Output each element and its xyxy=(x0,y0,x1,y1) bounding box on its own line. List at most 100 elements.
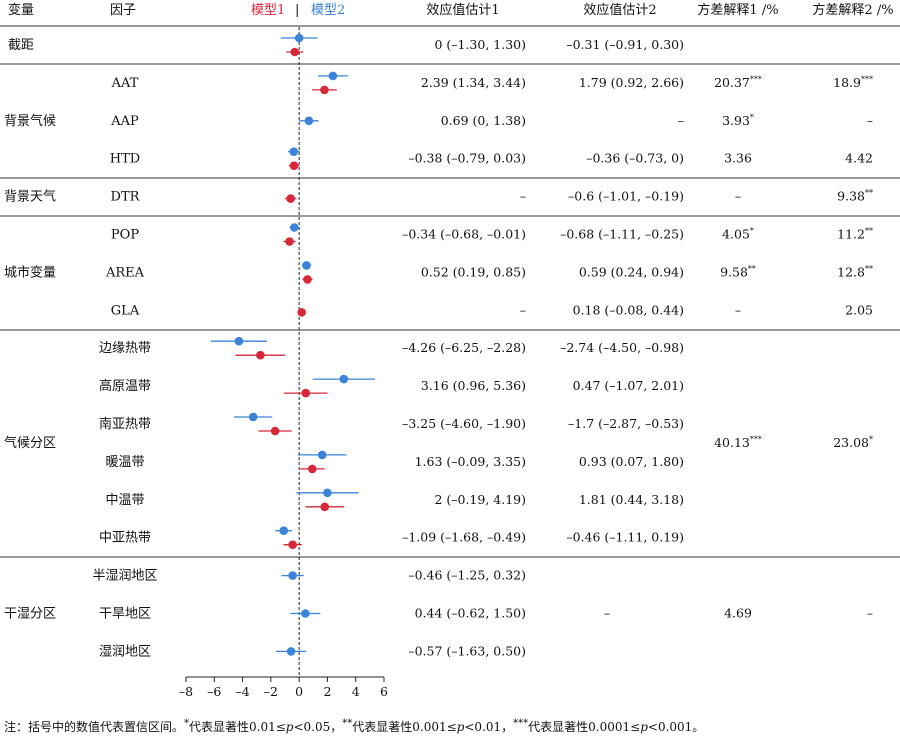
variance2-cell: 4.42 xyxy=(845,151,873,166)
factor-label: 南亚热带 xyxy=(99,416,151,432)
model2-point-estimate xyxy=(279,526,289,535)
factor-label-value: 湿润地区 xyxy=(99,644,151,659)
variance2-cell-significance: ** xyxy=(865,227,873,236)
estimate1-cell: 0.52 (0.19, 0.85) xyxy=(421,264,526,279)
variance1-cell: 3.93* xyxy=(722,113,754,128)
factor-label: 边缘热带 xyxy=(99,341,151,356)
footnote-prefix: 注：括号中的数值代表置信区间。 xyxy=(4,720,185,734)
footnote-text1a: 代表显著性0.01≤ xyxy=(189,720,286,734)
footnote-sig3: *** xyxy=(513,718,529,729)
model2-point-estimate xyxy=(234,336,244,346)
group-label: 干湿分区 xyxy=(4,607,56,622)
footnote-sig2: ** xyxy=(342,718,353,729)
estimate-table: 截距 0 (–1.30, 1.30) –0.31 (–0.91, 0.30) AAT 2… xyxy=(4,37,873,659)
variance2-cell-value: 11.2 xyxy=(837,227,865,242)
group-variance1-cell-value: 40.13 xyxy=(714,435,750,450)
estimate1-cell-value: –4.26 (–6.25, –2.28) xyxy=(402,340,526,355)
footnote: 注：括号中的数值代表置信区间。*代表显著性0.01≤p<0.05，**代表显著性… xyxy=(4,718,704,735)
variance1-cell-value: 9.58 xyxy=(720,264,748,279)
factor-label-value: 中温带 xyxy=(105,493,144,508)
x-tick-label: –6 xyxy=(207,684,221,699)
estimate1-cell: 1.63 (–0.09, 3.35) xyxy=(415,454,526,469)
header-variance2: 方差解释2 /% xyxy=(812,2,893,18)
forest-plot-area xyxy=(210,27,375,676)
variance1-cell-significance: ** xyxy=(748,264,756,273)
variance1-cell: 3.36 xyxy=(724,151,752,166)
estimate1-cell: 0 (–1.30, 1.30) xyxy=(434,37,526,52)
footnote-text3b: <0.001。 xyxy=(647,720,705,734)
estimate2-cell-value: –0.46 (–1.11, 0.19) xyxy=(566,530,684,545)
factor-label: GLA xyxy=(111,303,140,318)
group-estimate2-cell: – xyxy=(604,606,610,621)
x-tick-label: 2 xyxy=(323,684,331,699)
factor-label-value: 高原温带 xyxy=(99,378,151,394)
estimate1-cell-value: –3.25 (–4.60, –1.90) xyxy=(402,416,526,431)
header-variance1: 方差解释1 /% xyxy=(697,2,778,18)
estimate1-cell: 2.39 (1.34, 3.44) xyxy=(421,75,526,90)
estimate2-cell-value: – xyxy=(678,113,684,128)
variance1-cell-significance: *** xyxy=(750,75,762,84)
factor-label-value: 南亚热带 xyxy=(99,416,151,432)
estimate1-cell-value: – xyxy=(520,302,526,317)
variance1-cell-value: 3.93 xyxy=(722,113,750,128)
variance2-cell-significance: ** xyxy=(865,189,873,198)
variance1-cell-value: – xyxy=(735,189,741,204)
factor-label: DTR xyxy=(111,190,141,205)
model2-point-estimate xyxy=(289,147,299,156)
x-tick-label: –2 xyxy=(264,684,278,699)
footnote-p1: p xyxy=(285,720,294,734)
estimate1-cell-value: 1.63 (–0.09, 3.35) xyxy=(415,454,526,469)
model1-point-estimate xyxy=(288,540,297,549)
factor-label-value: HTD xyxy=(110,152,140,167)
factor-label-value: 截距 xyxy=(8,38,34,53)
estimate1-cell-value: – xyxy=(520,189,526,204)
estimate2-cell-value: 1.81 (0.44, 3.18) xyxy=(579,492,684,507)
variance2-cell: 9.38** xyxy=(837,189,873,204)
estimate1-cell-value: 0 (–1.30, 1.30) xyxy=(434,37,526,52)
x-tick-label: –4 xyxy=(235,684,249,699)
factor-label: AAT xyxy=(111,76,139,91)
factor-label-value: 中亚热带 xyxy=(99,531,151,546)
factor-label: 半湿润地区 xyxy=(92,569,157,584)
estimate2-cell: 0.18 (–0.08, 0.44) xyxy=(573,302,684,317)
x-axis: –8 –6 –4 –2 0 2 4 6 xyxy=(179,676,388,699)
model2-point-estimate xyxy=(323,488,332,498)
estimate2-cell-value: –0.36 (–0.73, 0) xyxy=(586,151,684,166)
estimate2-cell: 0.59 (0.24, 0.94) xyxy=(579,264,684,279)
estimate1-cell-value: 0.69 (0, 1.38) xyxy=(441,113,526,128)
estimate2-cell-value: 0.59 (0.24, 0.94) xyxy=(579,264,684,279)
factor-label: AAP xyxy=(110,114,139,129)
variance1-cell: – xyxy=(735,302,741,317)
estimate2-cell: –0.46 (–1.11, 0.19) xyxy=(566,530,684,545)
estimate1-cell-value: 2.39 (1.34, 3.44) xyxy=(421,75,526,90)
group-label: 背景天气 xyxy=(4,189,56,205)
estimate1-cell: 2 (–0.19, 4.19) xyxy=(434,492,526,507)
variance1-cell: 4.05* xyxy=(722,227,754,242)
variance2-cell-value: – xyxy=(867,113,873,128)
estimate1-cell: 0.69 (0, 1.38) xyxy=(441,113,526,128)
estimate1-cell-value: 0.44 (–0.62, 1.50) xyxy=(415,606,526,621)
estimate1-cell: –1.09 (–1.68, –0.49) xyxy=(402,530,526,545)
variance2-cell: 12.8** xyxy=(837,264,873,279)
variance2-cell-value: 9.38 xyxy=(837,189,865,204)
footnote-p2: p xyxy=(456,720,465,734)
variance1-cell-significance: * xyxy=(750,227,754,236)
model1-point-estimate xyxy=(289,161,299,170)
factor-label-value: AAT xyxy=(111,76,139,91)
factor-label: 干旱地区 xyxy=(99,607,151,622)
estimate2-cell-value: 0.93 (0.07, 1.80) xyxy=(579,454,684,469)
estimate2-cell: 1.79 (0.92, 2.66) xyxy=(579,75,684,90)
factor-label-value: 半湿润地区 xyxy=(92,569,157,584)
model2-point-estimate xyxy=(304,116,314,126)
variance1-cell-value: 3.36 xyxy=(724,151,752,166)
estimate1-cell-value: 0.52 (0.19, 0.85) xyxy=(421,264,526,279)
estimate2-cell-value: 0.47 (–1.07, 2.01) xyxy=(573,378,684,393)
group-dividers xyxy=(0,25,900,558)
estimate1-cell-value: –1.09 (–1.68, –0.49) xyxy=(402,530,526,545)
model2-point-estimate xyxy=(294,33,304,43)
group-label-value: 城市变量 xyxy=(4,264,56,280)
model1-point-estimate xyxy=(286,194,295,203)
group-variance2-cell-value: – xyxy=(867,606,873,621)
model1-point-estimate xyxy=(256,350,265,360)
factor-label: 中温带 xyxy=(105,493,144,508)
